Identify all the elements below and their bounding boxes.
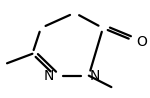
Text: N: N [90,69,100,83]
Text: O: O [137,35,148,49]
Text: N: N [44,69,54,83]
